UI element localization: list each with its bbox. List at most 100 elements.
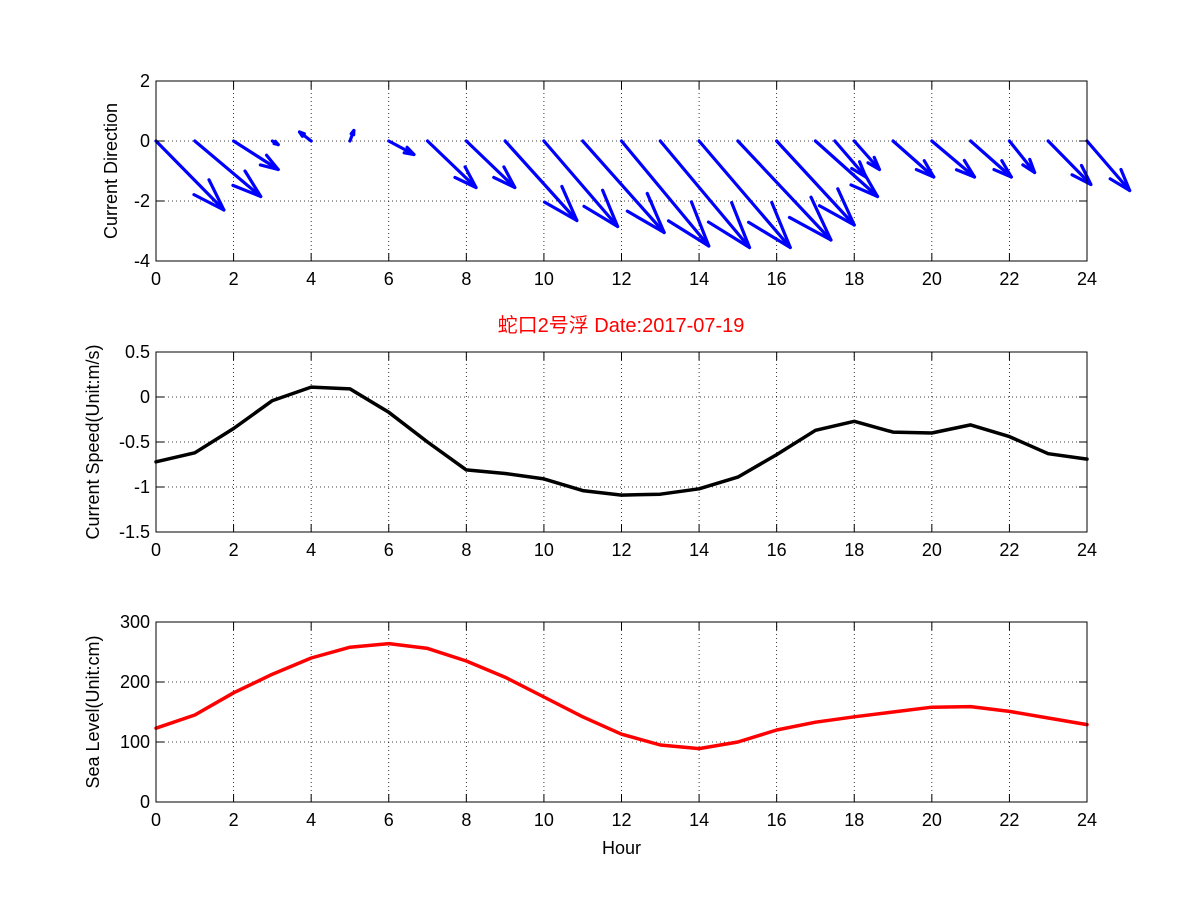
x-tick-label: 2 <box>229 540 239 560</box>
arrow <box>154 139 226 212</box>
x-tick-label: 0 <box>151 810 161 830</box>
subplot-2: 0 2 4 6 8 10 12 14 16 18 20 22 24-1.5-1-0.500.5Curre… <box>83 342 1097 560</box>
x-tick-label: 24 <box>1077 810 1097 830</box>
arrow-head <box>1021 157 1037 175</box>
arrow <box>930 139 977 179</box>
arrow-head <box>402 145 416 157</box>
arrow-shaft <box>503 139 579 223</box>
arrow <box>619 139 711 248</box>
x-tick-label: 16 <box>767 540 787 560</box>
arrow-head <box>297 130 306 138</box>
arrow <box>697 139 792 250</box>
arrow-head <box>992 159 1013 179</box>
x-tick-label: 4 <box>306 269 316 289</box>
arrow-shaft <box>697 139 792 250</box>
x-tick-label: 20 <box>922 540 942 560</box>
y-tick-label: 0 <box>140 387 150 407</box>
y-tick-label: 300 <box>120 612 150 632</box>
arrow-shaft <box>813 139 880 199</box>
arrow-head <box>706 201 752 250</box>
x-tick-label: 6 <box>384 269 394 289</box>
arrow-shaft <box>193 139 263 199</box>
x-tick-label: 24 <box>1077 540 1097 560</box>
x-tick-label: 16 <box>767 269 787 289</box>
y-tick-label: 100 <box>120 732 150 752</box>
x-tick-label: 22 <box>999 810 1019 830</box>
arrow-shaft <box>231 139 280 172</box>
x-tick-label: 10 <box>534 269 554 289</box>
x-tick-label: 18 <box>844 810 864 830</box>
arrow-shaft <box>1007 139 1037 175</box>
x-tick-label: 20 <box>922 269 942 289</box>
x-tick-label: 10 <box>534 810 554 830</box>
figure-title: 蛇口2号浮 Date:2017-07-19 <box>498 314 745 337</box>
arrow <box>736 139 833 242</box>
arrow-head <box>258 153 280 172</box>
arrow-head <box>1108 167 1132 193</box>
x-tick-label: 4 <box>306 810 316 830</box>
arrow-head <box>1070 163 1093 187</box>
x-tick-label: 16 <box>767 810 787 830</box>
x-tick-label: 22 <box>999 269 1019 289</box>
arrow-head <box>787 195 833 242</box>
arrow-head <box>866 155 882 172</box>
arrow-head <box>582 188 620 229</box>
y-tick-label: 0 <box>140 131 150 151</box>
y-tick-label: 200 <box>120 672 150 692</box>
arrow-head <box>192 178 226 212</box>
arrow <box>542 139 620 229</box>
x-tick-label: 2 <box>229 810 239 830</box>
x-tick-label: 8 <box>461 540 471 560</box>
arrow <box>503 139 579 223</box>
x-tick-label: 10 <box>534 540 554 560</box>
x-tick-label: 12 <box>611 269 631 289</box>
y-tick-label: 0 <box>140 792 150 812</box>
x-tick-label: 18 <box>844 540 864 560</box>
arrow-head <box>349 128 356 137</box>
arrow <box>891 139 936 179</box>
arrow-head <box>817 187 856 227</box>
arrow-head <box>625 191 666 235</box>
x-tick-label: 0 <box>151 540 161 560</box>
arrow-head <box>542 184 579 223</box>
arrow <box>348 128 356 143</box>
arrow-shaft <box>930 139 977 179</box>
arrow <box>297 130 313 143</box>
y-tick-label: -1.5 <box>119 522 150 542</box>
y-tick-label: -2 <box>134 191 150 211</box>
arrow <box>852 139 882 172</box>
arrow <box>270 139 280 147</box>
arrow <box>969 139 1013 179</box>
arrow-shaft <box>464 139 517 190</box>
arrow-head <box>666 200 711 248</box>
arrow-shaft <box>1085 139 1132 193</box>
y-axis-label: Current Speed(Unit:m/s) <box>83 344 103 539</box>
x-tick-label: 8 <box>461 810 471 830</box>
arrow <box>193 139 263 199</box>
arrow-shaft <box>891 139 936 179</box>
x-tick-label: 14 <box>689 269 709 289</box>
arrow-head <box>453 165 478 190</box>
x-tick-label: 20 <box>922 810 942 830</box>
arrow-shaft <box>736 139 833 242</box>
arrow-head <box>914 159 936 179</box>
arrow <box>231 139 280 172</box>
y-tick-label: -0.5 <box>119 432 150 452</box>
arrow <box>581 139 666 235</box>
arrow-shaft <box>542 139 620 229</box>
arrow-shaft <box>581 139 666 235</box>
x-tick-label: 14 <box>689 810 709 830</box>
x-tick-label: 12 <box>611 810 631 830</box>
arrow <box>425 139 478 190</box>
y-axis-label: Sea Level(Unit:cm) <box>83 635 103 788</box>
x-tick-label: 12 <box>611 540 631 560</box>
arrow-shaft <box>833 139 868 179</box>
arrow-head <box>954 158 977 179</box>
arrow <box>1046 139 1093 187</box>
x-tick-label: 22 <box>999 540 1019 560</box>
arrow-shaft <box>658 139 752 250</box>
x-tick-label: 4 <box>306 540 316 560</box>
arrow <box>387 139 416 157</box>
